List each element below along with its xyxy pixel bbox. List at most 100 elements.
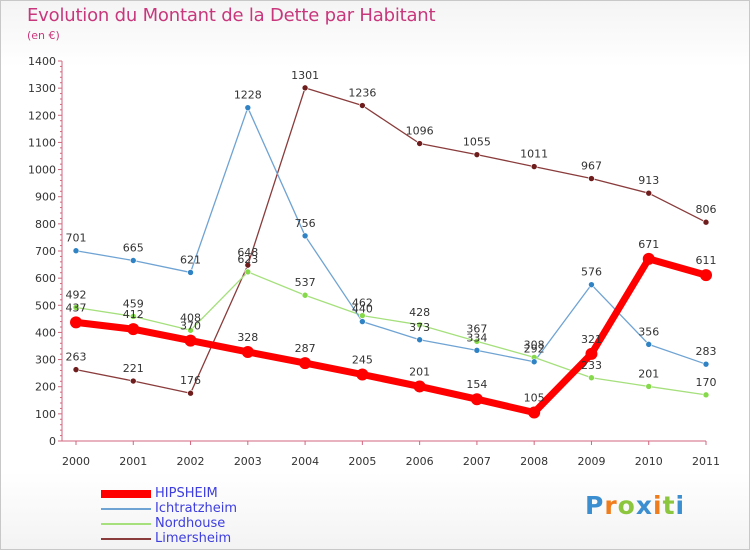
data-point: [187, 269, 194, 276]
data-label: 287: [295, 342, 316, 355]
y-tick-label: 700: [35, 245, 56, 258]
data-label: 671: [638, 238, 659, 251]
data-point: [702, 360, 710, 368]
data-label: 154: [466, 378, 487, 391]
data-point: [588, 374, 595, 382]
data-label: 806: [696, 203, 717, 216]
data-label: 292: [524, 343, 545, 356]
y-tick-label: 600: [35, 272, 56, 285]
data-label: 283: [696, 345, 717, 358]
data-label: 1228: [234, 89, 262, 102]
series-line: [75, 271, 707, 396]
data-point: [528, 406, 541, 419]
data-point: [187, 389, 194, 397]
y-tick-label: 100: [35, 408, 56, 421]
logo-letter: i: [653, 491, 663, 520]
logo-letter: r: [604, 491, 618, 520]
y-tick-label: 1000: [28, 164, 56, 177]
logo-letter: o: [617, 491, 636, 520]
legend-swatch-nordhouse: [101, 522, 151, 525]
data-point: [72, 366, 80, 373]
data-point: [413, 380, 426, 393]
data-point: [645, 341, 653, 348]
data-label: 611: [696, 254, 717, 267]
data-label: 321: [581, 333, 602, 346]
data-point: [645, 189, 653, 197]
data-point: [187, 326, 194, 334]
data-label: 1236: [348, 87, 376, 100]
data-point: [244, 261, 252, 269]
data-label: 621: [180, 253, 201, 266]
data-point: [700, 269, 712, 282]
legend-item-hipsheim[interactable]: HIPSHEIM: [101, 486, 237, 501]
x-tick-label: 2001: [119, 455, 147, 468]
y-tick-label: 400: [35, 326, 56, 339]
chart-title: Evolution du Montant de la Dette par Hab…: [27, 5, 436, 26]
data-point: [473, 338, 481, 345]
data-point: [588, 281, 595, 288]
x-tick-label: 2009: [577, 455, 605, 468]
logo-letter: i: [675, 491, 686, 520]
data-label: 967: [581, 160, 602, 173]
legend-item-nordhouse[interactable]: Nordhouse: [101, 516, 237, 531]
data-label: 105: [524, 392, 545, 405]
data-point: [244, 268, 252, 276]
data-label: 408: [180, 311, 201, 324]
x-tick-label: 2010: [635, 455, 663, 468]
data-point: [72, 304, 80, 311]
logo-letter: P: [585, 491, 605, 520]
data-point: [359, 102, 366, 109]
data-label: 201: [638, 367, 659, 380]
data-label: 367: [466, 322, 487, 335]
data-label: 176: [180, 374, 201, 387]
data-label: 648: [237, 246, 258, 259]
data-point: [585, 347, 598, 360]
legend-label-hipsheim: HIPSHEIM: [155, 486, 218, 501]
legend-label-limersheim: Limersheim: [155, 531, 232, 546]
data-point: [72, 247, 80, 255]
x-tick-label: 2004: [291, 455, 319, 468]
series-line: [72, 255, 710, 416]
legend-swatch-ichtratzheim: [101, 507, 151, 510]
data-point: [416, 321, 423, 329]
legend-swatch-hipsheim: [101, 489, 151, 498]
data-point: [244, 104, 252, 111]
data-label: 1301: [291, 69, 319, 82]
legend-item-ichtratzheim[interactable]: Ichtratzheim: [101, 501, 237, 516]
legend-item-limersheim[interactable]: Limersheim: [101, 531, 237, 546]
x-tick-label: 2011: [692, 455, 720, 468]
data-point: [530, 163, 538, 170]
data-label: 1011: [520, 148, 548, 161]
data-point: [356, 368, 369, 381]
data-point: [184, 334, 197, 347]
data-label: 373: [409, 321, 430, 334]
y-tick-label: 0: [49, 435, 56, 448]
data-point: [588, 175, 595, 182]
x-tick-label: 2005: [348, 455, 376, 468]
data-point: [642, 252, 655, 265]
data-label: 221: [123, 362, 144, 375]
series-line: [75, 87, 707, 394]
data-point: [70, 316, 82, 329]
data-point: [301, 84, 309, 92]
data-label: 328: [237, 331, 258, 344]
y-tick-label: 900: [35, 191, 56, 204]
y-tick-label: 1400: [28, 55, 56, 68]
data-point: [127, 323, 140, 336]
data-label: 370: [180, 320, 201, 333]
data-label: 437: [66, 301, 87, 314]
data-label: 233: [581, 359, 602, 372]
data-label: 1055: [463, 136, 491, 149]
data-label: 665: [123, 242, 144, 255]
logo-letter: x: [635, 491, 653, 520]
y-tick-label: 200: [35, 381, 56, 394]
data-label: 428: [409, 306, 430, 319]
data-label: 308: [524, 338, 545, 351]
data-point: [645, 383, 653, 390]
data-point: [530, 358, 538, 366]
data-label: 334: [466, 331, 487, 344]
data-label: 537: [295, 276, 316, 289]
y-tick-label: 1300: [28, 82, 56, 95]
